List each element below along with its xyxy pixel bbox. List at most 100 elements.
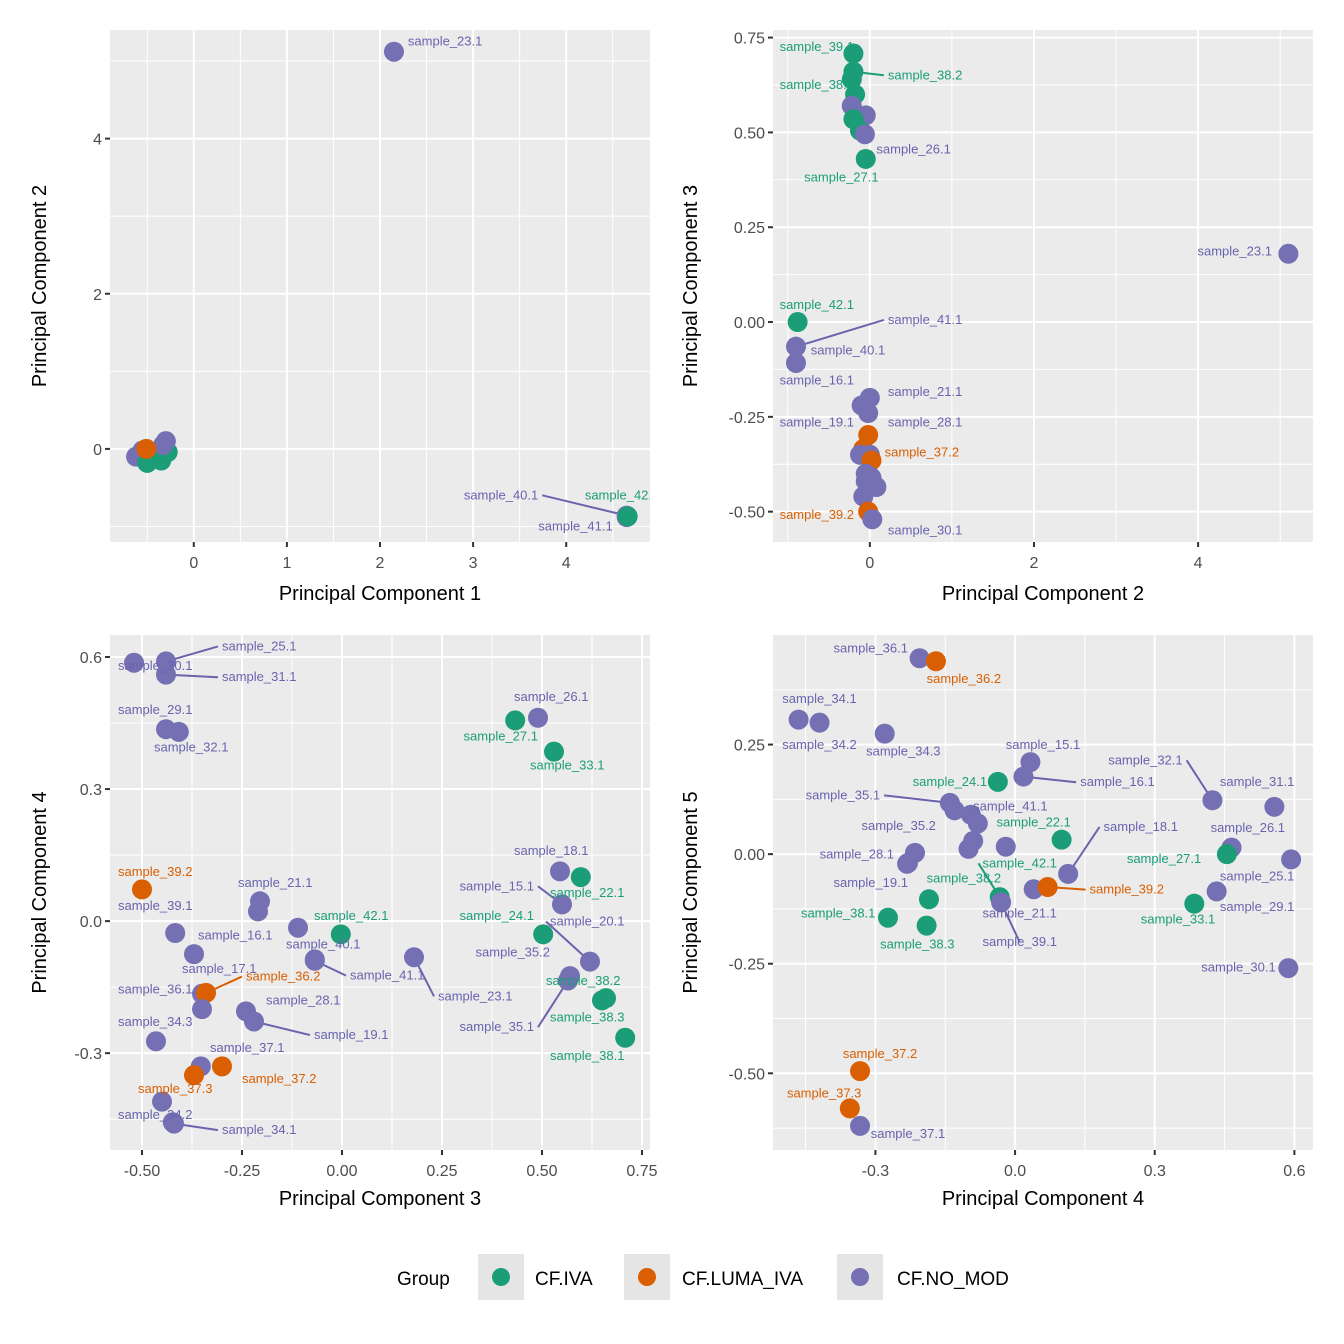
x-axis-title: Principal Component 1 <box>279 583 481 605</box>
y-axis-title: Principal Component 3 <box>680 185 702 387</box>
x-tick-label: 0.6 <box>1283 1163 1305 1180</box>
point-label: sample_21.1 <box>238 875 312 890</box>
point-label: sample_42.1 <box>780 297 854 312</box>
data-point <box>995 836 1016 857</box>
x-tick-label: 4 <box>1194 555 1203 572</box>
data-point <box>855 148 876 169</box>
x-tick-label: -0.25 <box>224 1163 261 1180</box>
data-point <box>552 894 572 915</box>
x-tick-label: 0.75 <box>626 1163 657 1180</box>
point-label: sample_41.1 <box>350 968 424 983</box>
point-label: sample_30.1 <box>888 522 962 537</box>
data-point <box>550 861 570 882</box>
legend-title: Group <box>397 1269 450 1290</box>
legend-label-cf-luma-iva: CF.LUMA_IVA <box>682 1269 803 1290</box>
point-label: sample_36.2 <box>246 969 320 984</box>
point-label: sample_17.1 <box>182 961 256 976</box>
point-label: sample_26.1 <box>514 689 588 704</box>
legend: Group CF.IVA CF.LUMA_IVA CF.NO_MOD <box>397 1254 1009 1300</box>
point-label: sample_34.1 <box>782 691 856 706</box>
y-tick-label: 0 <box>93 442 102 459</box>
data-point <box>136 438 157 459</box>
data-point <box>184 944 204 965</box>
point-label: sample_19.1 <box>314 1027 388 1042</box>
point-label: sample_30.1 <box>1201 960 1275 975</box>
point-label: sample_37.3 <box>787 1085 861 1100</box>
data-point <box>330 924 351 945</box>
point-label: sample_39.1 <box>982 934 1056 949</box>
data-point <box>862 509 883 530</box>
label-leader-line <box>542 494 627 517</box>
point-label: sample_36.2 <box>927 671 1001 686</box>
x-tick-label: 0.0 <box>1004 1163 1026 1180</box>
y-tick-label: 0.00 <box>734 315 765 332</box>
point-label: sample_26.1 <box>1211 820 1285 835</box>
x-tick-label: 0.3 <box>1144 1163 1166 1180</box>
data-point <box>244 1011 264 1032</box>
x-tick-label: -0.50 <box>124 1163 161 1180</box>
x-tick-label: 0.25 <box>426 1163 457 1180</box>
y-axis-title: Principal Component 5 <box>680 791 702 993</box>
point-label: sample_42.1 <box>314 908 388 923</box>
point-label: sample_27.1 <box>804 170 878 185</box>
data-point <box>196 982 216 1003</box>
point-label: sample_38.1 <box>801 906 875 921</box>
data-point <box>788 709 809 730</box>
point-label: sample_42.1 <box>982 855 1056 870</box>
point-label: sample_35.2 <box>861 818 935 833</box>
data-point <box>168 721 189 742</box>
data-point <box>404 947 424 968</box>
point-label: sample_40.1 <box>464 487 538 502</box>
x-tick-label: 0.50 <box>526 1163 557 1180</box>
point-label: sample_24.1 <box>913 774 987 789</box>
y-tick-label: 4 <box>93 132 102 149</box>
x-axis-title: Principal Component 2 <box>942 583 1144 605</box>
data-point <box>898 852 918 873</box>
point-label: sample_38.2 <box>888 67 962 82</box>
data-point <box>558 970 578 991</box>
data-point <box>533 924 554 945</box>
point-label: sample_34.2 <box>782 737 856 752</box>
point-label: sample_20.1 <box>550 914 624 929</box>
y-tick-label: 0.25 <box>734 738 765 755</box>
data-point <box>785 336 806 357</box>
legend-key-cf-no-mod <box>851 1268 869 1286</box>
point-label: sample_27.1 <box>1127 851 1201 866</box>
label-leader-line <box>795 318 885 348</box>
point-label: sample_32.1 <box>1108 752 1182 767</box>
point-label: sample_16.1 <box>780 373 854 388</box>
y-tick-label: 0.6 <box>80 650 102 667</box>
point-label: sample_38.2 <box>546 973 620 988</box>
point-label: sample_38.3 <box>880 936 954 951</box>
point-label: sample_29.1 <box>1220 899 1294 914</box>
point-label: sample_15.1 <box>460 878 534 893</box>
data-point <box>184 1065 204 1086</box>
data-point <box>304 950 325 971</box>
data-point <box>1216 844 1237 865</box>
point-label: sample_23.1 <box>1198 244 1272 259</box>
data-point <box>925 651 946 672</box>
data-point <box>152 1091 172 1112</box>
point-label: sample_35.1 <box>806 787 880 802</box>
point-label: sample_41.1 <box>538 518 612 533</box>
point-label: sample_24.1 <box>460 908 534 923</box>
data-point <box>146 1031 166 1052</box>
data-point <box>165 922 186 943</box>
point-label: sample_16.1 <box>198 928 272 943</box>
point-label: sample_16.1 <box>1080 774 1154 789</box>
data-layer: sample_23.1 sample_41.1 sample_40.1 sample_… <box>126 34 650 533</box>
point-label: sample_32.1 <box>154 740 228 755</box>
y-tick-label: -0.3 <box>74 1046 102 1063</box>
data-point <box>843 43 864 64</box>
data-point <box>615 1027 636 1048</box>
data-point <box>944 800 965 821</box>
data-point <box>248 901 268 922</box>
data-point <box>132 879 152 900</box>
panel-pc1-vs-pc2: 0 1 2 3 4 0 2 4 Principal Component 1 Principal C… <box>29 30 650 605</box>
point-label: sample_18.1 <box>514 843 588 858</box>
point-label: sample_37.2 <box>885 445 959 460</box>
data-point <box>850 1115 871 1136</box>
data-point <box>151 450 172 471</box>
point-label: sample_28.1 <box>820 847 894 862</box>
data-point <box>841 69 862 90</box>
